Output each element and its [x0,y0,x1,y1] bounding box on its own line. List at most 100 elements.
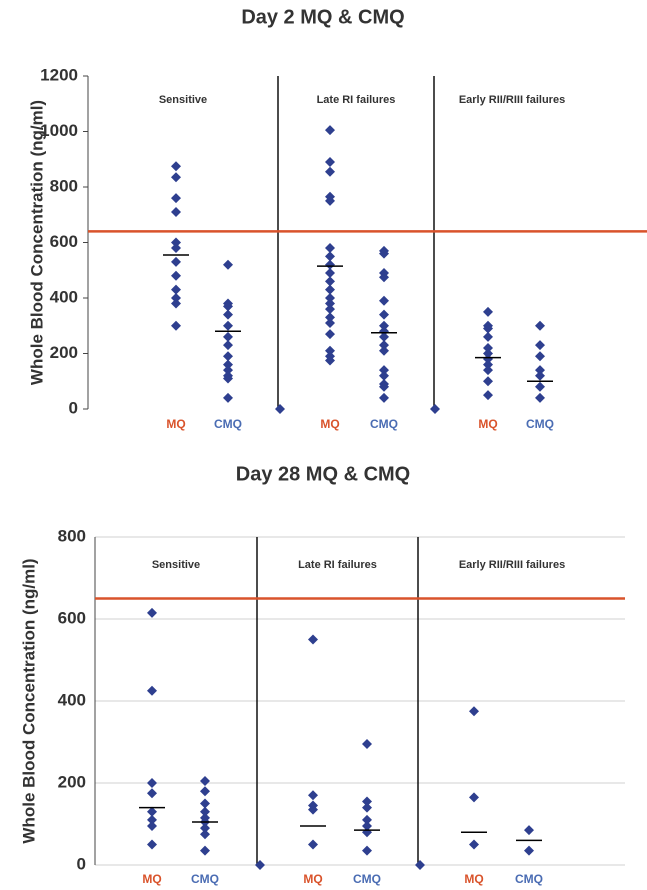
x-tick-label: MQ [303,872,322,886]
data-point [171,270,181,281]
data-point [483,348,493,359]
data-point [147,839,157,850]
data-point [275,404,285,414]
x-tick-label: MQ [142,872,161,886]
data-point [171,284,181,295]
data-point [325,157,335,168]
data-point [535,381,545,392]
data-point [223,365,233,376]
data-point [379,326,389,337]
data-point [379,320,389,331]
data-point [379,340,389,351]
y-tick-label: 0 [69,398,78,417]
data-point [325,125,335,136]
data-point [379,248,389,259]
data-point [200,845,210,856]
data-point [223,331,233,342]
data-point [469,706,479,717]
data-point [223,301,233,312]
data-point [483,306,493,317]
data-point [171,256,181,267]
data-point [535,365,545,376]
data-point [535,320,545,331]
y-tick-label: 1200 [40,65,78,84]
data-point [535,392,545,403]
data-point [379,295,389,306]
y-tick-label: 200 [50,343,78,362]
chart-title: Day 28 MQ & CMQ [236,463,410,485]
data-point [325,243,335,254]
data-point [362,739,372,750]
y-tick-label: 200 [58,772,86,791]
data-point [325,304,335,315]
x-tick-label: CMQ [370,417,398,431]
data-point [200,823,210,834]
y-axis-label: Whole Blood Concentration (ng/ml) [19,558,38,843]
data-point [223,373,233,384]
y-axis-label: Whole Blood Concentration (ng/ml) [27,100,46,385]
data-point [308,804,318,815]
data-point [379,365,389,376]
data-point [325,293,335,303]
x-tick-label: MQ [320,417,339,431]
data-point [362,827,372,838]
data-point [362,796,372,807]
data-point [200,775,210,786]
data-point [223,259,233,270]
data-point [223,309,233,320]
data-point [469,792,479,803]
data-point [147,814,157,825]
data-point [171,243,181,254]
group-label: Early RII/RIII failures [459,559,565,571]
data-point [535,340,545,351]
data-point [325,284,335,295]
data-point [223,392,233,403]
y-tick-label: 400 [58,690,86,709]
data-point [223,359,233,370]
data-point [147,806,157,817]
data-point [171,237,181,248]
data-point [483,323,493,334]
data-point [325,259,335,270]
x-tick-label: CMQ [214,417,242,431]
data-point [430,404,440,414]
group-label: Sensitive [159,94,207,106]
x-tick-label: CMQ [515,872,543,886]
x-tick-label: CMQ [191,872,219,886]
data-point [524,825,534,836]
data-point [379,272,389,283]
data-point [325,355,335,366]
chart-title: Day 2 MQ & CMQ [241,6,404,28]
data-point [379,309,389,320]
data-point [362,814,372,825]
data-point [379,331,389,342]
data-point [362,845,372,856]
data-point [223,320,233,331]
data-point [325,329,335,340]
data-point [308,790,318,801]
x-tick-label: MQ [464,872,483,886]
data-point [379,381,389,392]
y-tick-label: 800 [50,176,78,195]
data-point [171,193,181,204]
data-point [147,685,157,696]
data-point [483,376,493,387]
group-label: Late RI failures [298,559,377,571]
data-point [171,320,181,331]
x-tick-label: CMQ [526,417,554,431]
data-point [200,786,210,797]
group-label: Early RII/RIII failures [459,94,565,106]
data-point [379,345,389,356]
data-point [469,839,479,850]
data-point [325,317,335,328]
data-point [415,860,425,870]
x-tick-label: MQ [478,417,497,431]
data-point [200,829,210,840]
data-point [171,206,181,217]
data-point [171,298,181,309]
data-point [171,172,181,183]
y-tick-label: 600 [58,608,86,627]
data-point [483,331,493,342]
data-point [483,354,493,365]
